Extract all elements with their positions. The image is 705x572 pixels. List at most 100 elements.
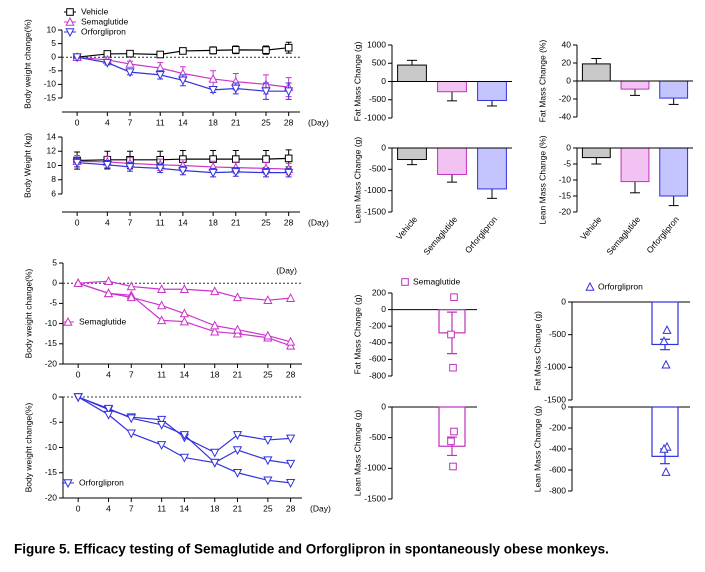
y-axis-label: Lean Mass Change (g) <box>532 406 542 493</box>
x-tick-label: 25 <box>263 369 273 379</box>
x-tick-label: 11 <box>156 117 165 127</box>
y-tick-label: -10 <box>44 79 57 89</box>
x-tick-label: 28 <box>284 117 294 127</box>
bar <box>620 80 650 90</box>
y-tick-label: -20 <box>45 358 58 368</box>
marker <box>178 76 188 86</box>
marker <box>126 49 134 58</box>
y-tick-label: -20 <box>45 492 58 502</box>
marker <box>231 168 241 177</box>
x-tick-label: 11 <box>157 369 166 379</box>
marker <box>210 286 220 296</box>
x-tick-label: 28 <box>284 217 294 227</box>
x-tick-label: 7 <box>129 369 134 379</box>
marker <box>263 436 273 446</box>
x-tick-label: 11 <box>156 217 165 227</box>
y-tick-label: -15 <box>559 190 572 200</box>
y-tick-label: 0 <box>381 401 386 411</box>
point <box>450 293 458 301</box>
y-axis-label: Lean Mass Change (%) <box>537 135 547 224</box>
y-tick-label: -15 <box>44 92 57 102</box>
marker <box>262 46 270 54</box>
marker <box>231 155 240 163</box>
marker <box>284 154 293 163</box>
marker <box>208 86 218 95</box>
y-tick-label: -20 <box>559 93 572 103</box>
marker <box>263 295 273 304</box>
y-tick-label: 5 <box>52 257 57 267</box>
x-tick-label: Orforglipron <box>463 214 500 255</box>
bar <box>477 81 507 101</box>
marker <box>179 284 190 294</box>
marker <box>66 8 74 16</box>
y-tick-label: 0 <box>381 76 386 86</box>
marker <box>285 434 296 444</box>
legend-label: Vehicle <box>81 6 109 16</box>
x-tick-label: 14 <box>178 117 188 127</box>
y-tick-label: -500 <box>369 94 386 104</box>
y-tick-label: -40 <box>559 111 572 121</box>
marker <box>157 284 167 294</box>
y-tick-label: -500 <box>369 432 386 442</box>
marker <box>284 168 294 178</box>
bar <box>477 147 507 190</box>
legend-label: Semaglutide <box>81 16 129 26</box>
x-tick-label: 18 <box>208 117 218 127</box>
y-tick-label: 20 <box>562 57 572 67</box>
y-axis-label: Fat Mass Change (%) <box>537 39 547 122</box>
y-axis-label: Fat Mass Change (g) <box>352 294 362 374</box>
x-tick-label: Orforglipron <box>644 214 681 255</box>
marker <box>155 164 165 174</box>
marker <box>157 415 167 425</box>
marker <box>63 316 73 326</box>
y-tick-label: 40 <box>562 39 572 49</box>
marker <box>179 308 190 318</box>
marker <box>179 431 190 440</box>
y-axis-label: Body Weight (kg) <box>22 133 32 198</box>
x-tick-label: 4 <box>105 117 110 127</box>
marker <box>103 404 114 414</box>
x-tick-label: 28 <box>286 369 296 379</box>
y-tick-label: -10 <box>45 318 58 328</box>
y-tick-label: 10 <box>47 160 57 170</box>
marker <box>125 68 135 78</box>
point <box>450 427 458 436</box>
y-tick-label: -800 <box>549 485 566 495</box>
y-tick-label: 14 <box>47 131 57 141</box>
x-tick-label: Semaglutide <box>421 214 459 257</box>
legend-label: Semaglutide <box>413 276 461 286</box>
bar <box>620 147 650 183</box>
y-tick-label: -1500 <box>364 206 386 216</box>
y-tick-label: -1000 <box>364 463 386 473</box>
x-axis-label: (Day) <box>276 265 297 275</box>
marker <box>65 16 75 26</box>
bar <box>437 147 467 175</box>
y-tick-label: 0 <box>381 304 386 314</box>
x-axis-label: (Day) <box>308 117 329 127</box>
y-tick-label: -600 <box>549 464 566 474</box>
marker <box>232 446 243 456</box>
legend-label: Orforglipron <box>598 281 643 291</box>
x-tick-label: 18 <box>210 369 220 379</box>
bar <box>437 81 467 93</box>
point <box>447 330 455 339</box>
marker <box>65 28 75 38</box>
bar <box>581 63 611 82</box>
marker <box>263 330 273 340</box>
y-tick-label: 0 <box>52 277 57 287</box>
marker <box>103 288 114 298</box>
marker <box>126 292 136 302</box>
marker <box>285 479 296 488</box>
marker <box>208 73 218 83</box>
marker <box>125 163 135 173</box>
y-tick-label: 10 <box>47 24 57 34</box>
x-tick-label: 0 <box>76 369 81 379</box>
marker <box>263 476 273 486</box>
x-tick-label: 21 <box>231 217 241 227</box>
marker <box>285 459 296 469</box>
x-tick-label: 28 <box>286 503 296 513</box>
bar <box>397 147 427 161</box>
y-axis-label: Body weight change(%) <box>22 19 32 109</box>
x-tick-label: 4 <box>106 503 111 513</box>
